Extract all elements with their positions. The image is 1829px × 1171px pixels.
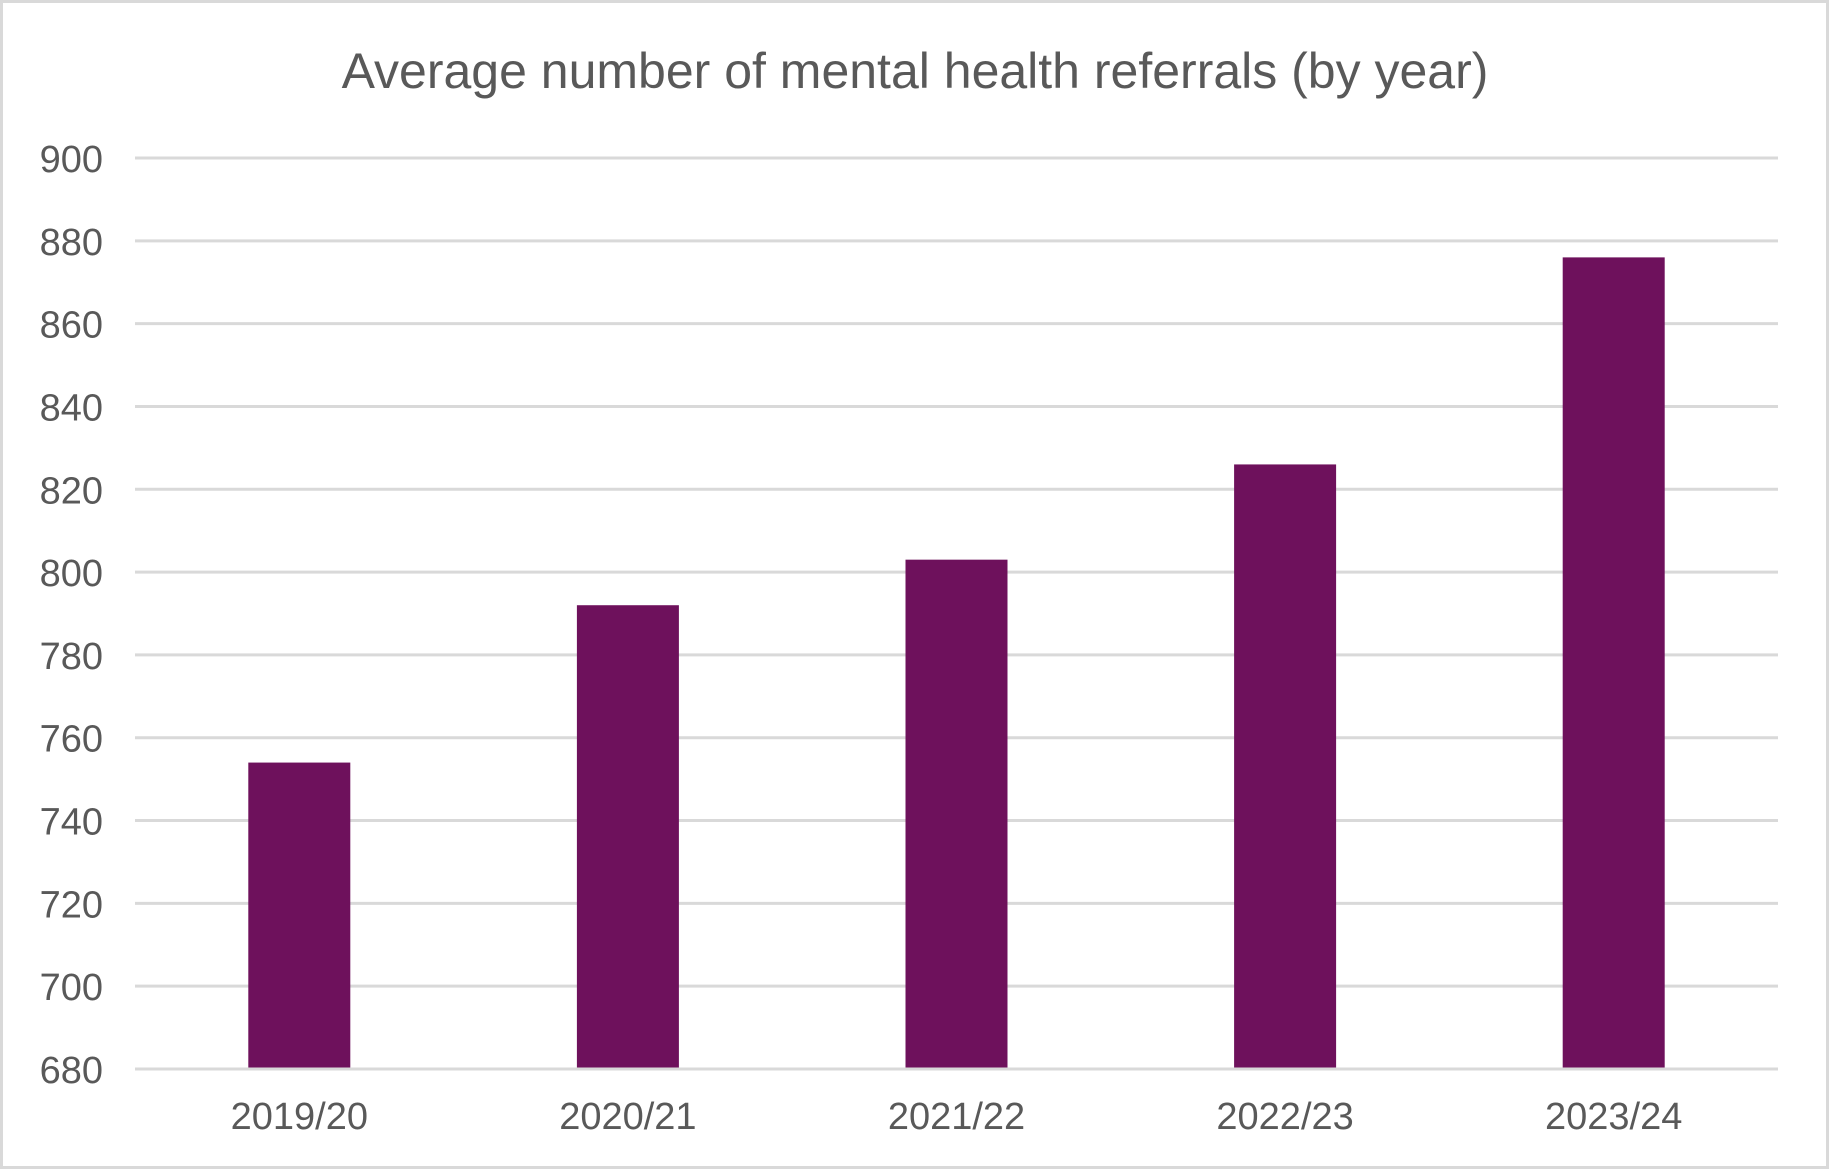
y-tick-label: 680 (40, 1050, 103, 1092)
bars (248, 257, 1665, 1070)
x-tick-label: 2021/22 (888, 1096, 1025, 1138)
y-tick-label: 700 (40, 967, 103, 1009)
bar (248, 762, 351, 1069)
x-tick-label: 2023/24 (1545, 1096, 1682, 1138)
y-tick-label: 800 (40, 553, 103, 595)
y-tick-label: 860 (40, 305, 103, 347)
y-tick-label: 720 (40, 884, 103, 926)
x-tick-label: 2020/21 (559, 1096, 696, 1138)
bar (576, 605, 679, 1069)
y-tick-label: 740 (40, 802, 103, 844)
x-tick-label: 2019/20 (231, 1096, 368, 1138)
y-tick-label: 820 (40, 470, 103, 512)
chart-title: Average number of mental health referral… (342, 43, 1489, 99)
x-tick-label: 2022/23 (1216, 1096, 1353, 1138)
x-axis-tick-labels: 2019/20 2020/21 2021/22 2022/23 2023/24 (231, 1096, 1683, 1138)
y-tick-label: 840 (40, 387, 103, 429)
bar-chart: Average number of mental health referral… (40, 43, 1778, 1138)
bar (1562, 257, 1665, 1069)
y-tick-label: 760 (40, 719, 103, 761)
y-tick-label: 900 (40, 139, 103, 181)
bar (905, 559, 1008, 1069)
y-axis-tick-labels: 680 700 720 740 760 780 800 820 840 860 880 900 (40, 139, 103, 1092)
bar (1234, 464, 1337, 1070)
y-tick-label: 880 (40, 222, 103, 264)
y-tick-label: 780 (40, 636, 103, 678)
